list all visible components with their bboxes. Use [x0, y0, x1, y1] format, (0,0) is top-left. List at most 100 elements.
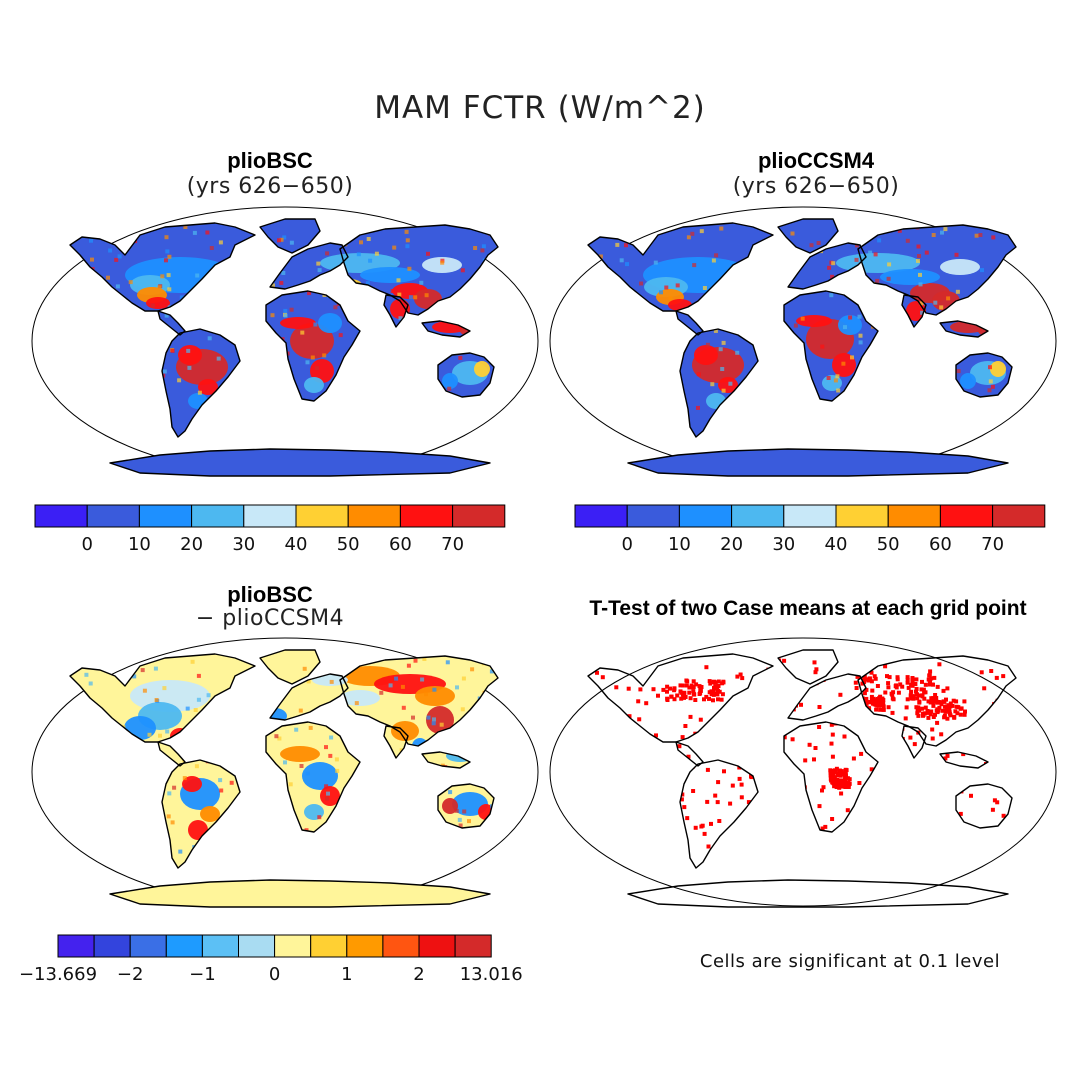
map-ccsm4-coast-north-america: [587, 222, 774, 312]
map-ttest-coast-north-america: [587, 653, 774, 743]
colorbar-ccsm4-swatch: [678, 504, 733, 528]
map-ccsm4-coast-antarctica: [627, 448, 1009, 477]
colorbar-diff-swatch: [57, 934, 95, 958]
colorbar-diff-swatch: [310, 934, 348, 958]
colorbar-bsc-swatch: [399, 504, 454, 528]
map-ttest-coast-antarctica: [627, 879, 1009, 908]
panel-diff-title: plioBSC: [227, 582, 313, 607]
map-bsc-patch: [422, 257, 462, 273]
map-diff-coast-north-america: [69, 653, 256, 743]
colorbar-ccsm4-swatch: [731, 504, 785, 528]
colorbar-bsc-label: 30: [232, 534, 255, 555]
colorbar-ccsm4-swatch: [887, 504, 941, 528]
colorbar-ccsm4-label: 20: [720, 534, 743, 555]
map-ttest-coast-greenland: [777, 649, 839, 685]
colorbar-bsc-label: 50: [337, 534, 360, 555]
map-ttest-coast-africa: [783, 721, 879, 833]
map-ccsm4-coast-africa: [783, 290, 879, 402]
colorbar-ccsm4-label: 40: [825, 534, 848, 555]
map-bsc-patch: [310, 359, 334, 383]
panel-bsc-subtitle: (yrs 626−650): [186, 174, 354, 199]
map-diff-patch: [391, 721, 419, 741]
colorbar-diff-label: −1: [189, 964, 216, 985]
map-diff: [31, 637, 539, 908]
colorbar-bsc-swatch: [191, 504, 245, 528]
colorbar-diff-swatch: [93, 934, 131, 958]
figure-title: MAM FCTR (W/m^2): [374, 90, 706, 126]
map-bsc: [31, 206, 539, 477]
colorbar-bsc-swatch: [34, 504, 88, 528]
map-ccsm4-coast-greenland: [777, 218, 839, 254]
map-diff-patch: [200, 806, 220, 822]
colorbar-ccsm4-label: 50: [877, 534, 900, 555]
colorbar-diff-label: 0: [269, 964, 280, 985]
colorbar-bsc: 0 10 20 30 40 50 60 70: [34, 504, 506, 555]
map-diff-patch: [280, 746, 320, 762]
colorbar-ccsm4-label: 10: [668, 534, 691, 555]
map-ccsm4-coast-south-america: [679, 328, 759, 438]
map-ttest-coast-australia: [955, 783, 1013, 829]
colorbar-ccsm4-label: 60: [929, 534, 952, 555]
map-diff-patch: [415, 686, 455, 706]
map-diff-patch: [426, 706, 454, 734]
map-bsc-coast-south-america: [161, 328, 241, 438]
colorbar-ccsm4-label: 0: [621, 534, 632, 555]
map-ccsm4-patch: [940, 259, 980, 275]
map-ccsm4-patch: [990, 361, 1006, 377]
colorbar-bsc-label: 70: [441, 534, 464, 555]
colorbar-diff: −13.669 −2 −1 0 1 2 13.016: [19, 934, 523, 985]
map-diff-coast-australia: [437, 783, 495, 829]
colorbar-ccsm4-swatch: [783, 504, 837, 528]
colorbar-ccsm4-swatch: [835, 504, 889, 528]
colorbar-diff-label: 1: [341, 964, 352, 985]
map-bsc-patch: [360, 267, 420, 283]
map-bsc-coast-greenland: [259, 218, 321, 254]
colorbar-bsc-swatch: [295, 504, 349, 528]
colorbar-diff-swatch: [274, 934, 312, 958]
map-ccsm4-patch: [838, 315, 862, 335]
map-bsc-coast-antarctica: [109, 448, 491, 477]
map-diff-coast-antarctica: [109, 879, 491, 908]
colorbar-ccsm4: 0 10 20 30 40 50 60 70: [574, 504, 1046, 555]
colorbar-bsc-label: 10: [128, 534, 151, 555]
colorbar-diff-swatch: [346, 934, 384, 958]
colorbar-bsc-label: 0: [81, 534, 92, 555]
map-ccsm4-coast-se-asia-islands: [939, 320, 989, 338]
significance-note: Cells are significant at 0.1 level: [699, 951, 1001, 972]
map-ccsm4: [549, 206, 1057, 477]
map-diff-coast-india: [383, 725, 409, 759]
map-ccsm4-coast-india: [901, 294, 927, 328]
map-bsc-patch: [442, 373, 458, 389]
colorbar-bsc-swatch: [347, 504, 401, 528]
map-bsc-coast-india: [383, 294, 409, 328]
map-ccsm4-patch: [796, 315, 832, 327]
colorbar-bsc-swatch: [243, 504, 297, 528]
map-bsc-coast-se-asia-islands: [421, 320, 471, 338]
map-diff-coast-south-america: [161, 759, 241, 869]
colorbar-diff-label: −2: [117, 964, 144, 985]
map-ttest-coast-south-america: [679, 759, 759, 869]
colorbar-diff-swatch: [129, 934, 167, 958]
map-ttest-coast-asia: [857, 655, 1017, 747]
colorbar-bsc-label: 40: [285, 534, 308, 555]
map-diff-patch: [442, 798, 458, 814]
colorbar-ccsm4-swatch: [992, 504, 1046, 528]
colorbar-diff-label: 2: [413, 964, 424, 985]
map-ccsm4-patch: [960, 373, 976, 389]
colorbar-ccsm4-swatch: [939, 504, 994, 528]
map-bsc-patch: [178, 345, 202, 365]
map-ttest-globe-outline: [549, 637, 1057, 907]
colorbar-diff-swatch: [165, 934, 203, 958]
panel-diff-subtitle: − plioCCSM4: [195, 606, 345, 631]
map-bsc-coast-north-america: [69, 222, 256, 312]
map-ccsm4-coast-asia: [857, 224, 1017, 316]
colorbar-diff-swatch: [382, 934, 420, 958]
colorbar-diff-label: 13.016: [460, 964, 523, 985]
map-diff-coast-greenland: [259, 649, 321, 685]
colorbar-bsc-swatch: [138, 504, 193, 528]
colorbar-bsc-swatch: [86, 504, 140, 528]
map-bsc-patch: [304, 377, 324, 393]
map-ttest-coast-india: [901, 725, 927, 759]
panel-ccsm4-subtitle: (yrs 626−650): [732, 174, 900, 199]
map-diff-patch: [340, 690, 380, 706]
